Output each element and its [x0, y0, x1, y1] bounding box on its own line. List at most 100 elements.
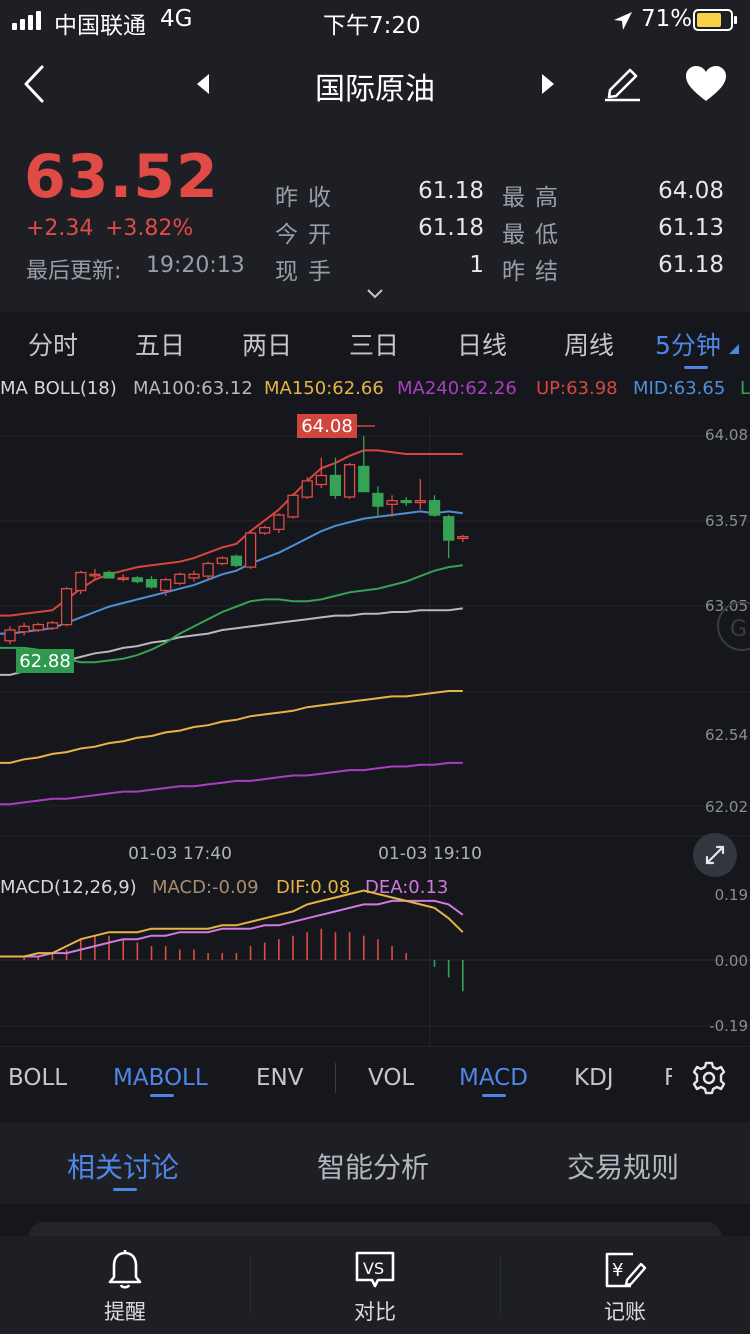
candle-body: [230, 555, 243, 566]
grid: [0, 414, 750, 1046]
stat-label: 昨收: [275, 185, 341, 211]
price-change-pct: +3.82%: [105, 216, 194, 241]
dropdown-triangle-icon: [729, 344, 739, 354]
settings-gear-icon[interactable]: [692, 1061, 726, 1095]
settings-area: [672, 1047, 750, 1109]
boll-mid-line: [0, 510, 463, 635]
candle-body: [443, 516, 455, 541]
indicator-boll[interactable]: BOLL: [8, 1065, 68, 1091]
candle-body: [343, 464, 356, 498]
bookkeeping-button[interactable]: ¥ 记账: [500, 1236, 750, 1334]
candle-body: [244, 532, 257, 568]
gold-toggle-icon[interactable]: G: [717, 601, 750, 651]
candle-body: [188, 573, 200, 579]
tab-trading-rules[interactable]: 交易规则: [567, 1151, 680, 1184]
macd-dif-line: [0, 889, 464, 958]
candle-body: [386, 500, 398, 505]
candle-body: [372, 492, 384, 507]
candle-body: [428, 500, 441, 516]
indicator-maboll[interactable]: MABOLL: [113, 1065, 208, 1091]
price-tick: 64.08: [705, 426, 748, 444]
stat-label: 最高: [502, 185, 568, 211]
tab-weekly[interactable]: 周线: [564, 331, 615, 360]
min-price-badge: [16, 649, 74, 673]
max-price-label: 64.08: [301, 416, 353, 437]
stat-label: 最低: [502, 222, 568, 248]
bell-icon: [108, 1250, 142, 1289]
fullscreen-button[interactable]: [693, 833, 737, 877]
min-price-label: 62.88: [19, 651, 71, 672]
ma240-line: [0, 761, 463, 806]
candle-body: [131, 577, 144, 583]
page-title: 国际原油: [315, 72, 435, 107]
candle-body: [259, 526, 271, 534]
macd-active-indicator: [482, 1094, 506, 1097]
stat-label: 现手: [275, 259, 341, 285]
candle-body: [18, 625, 30, 633]
legend-boll-up: UP:63.98: [536, 378, 618, 399]
active-tab-indicator: [684, 366, 708, 369]
alert-button[interactable]: 提醒: [0, 1236, 250, 1334]
divider: [335, 1063, 336, 1093]
indicator-vol[interactable]: VOL: [368, 1065, 415, 1091]
candle-body: [4, 629, 16, 642]
stat-value: 61.13: [658, 215, 724, 241]
back-icon[interactable]: [22, 64, 46, 104]
ma150-line: [0, 690, 463, 764]
kline-chart[interactable]: MA BOLL(18) MA100:63.12 MA150:62.66 MA24…: [0, 374, 750, 1046]
stat-value: 64.08: [658, 178, 724, 204]
tab-smart-analysis[interactable]: 智能分析: [317, 1151, 430, 1184]
section-tab-indicator: [113, 1188, 137, 1191]
max-price-badge: [297, 414, 357, 438]
macd-dea-line: [0, 899, 464, 958]
stat-value: 1: [469, 252, 484, 278]
stat-label: 昨结: [502, 259, 568, 285]
indicator-macd[interactable]: MACD: [459, 1065, 528, 1091]
tab-2day[interactable]: 两日: [242, 331, 293, 360]
alert-label: 提醒: [104, 1300, 146, 1324]
favorite-heart-icon[interactable]: [685, 66, 727, 102]
tab-daily[interactable]: 日线: [457, 331, 508, 360]
divider: [250, 1258, 251, 1314]
network-type: 4G: [160, 6, 193, 32]
tab-discussion[interactable]: 相关讨论: [67, 1151, 180, 1184]
tab-intraday[interactable]: 分时: [28, 331, 79, 360]
candle-body: [145, 579, 158, 588]
candle-body: [32, 623, 44, 631]
compare-button[interactable]: VS 对比: [250, 1236, 500, 1334]
battery-percent: 71%: [641, 6, 693, 32]
candle-body: [117, 577, 129, 581]
indicator-env[interactable]: ENV: [256, 1065, 304, 1091]
ledger-pen-icon: ¥: [605, 1252, 647, 1288]
vs-compare-icon: VS: [355, 1251, 395, 1288]
last-price: 63.52: [24, 142, 219, 212]
legend-ma150: MA150:62.66: [264, 378, 384, 399]
candle-body: [329, 474, 342, 496]
macd-tick: -0.19: [709, 1017, 748, 1035]
boll-upper-line: [0, 449, 463, 617]
candle-body: [216, 557, 228, 565]
battery-icon: [693, 9, 737, 31]
macd-tick: 0.19: [715, 886, 748, 904]
legend-boll-low: L: [740, 378, 750, 399]
candle-body: [287, 494, 299, 518]
bottom-toolbar: 提醒 VS 对比 ¥ 记账: [0, 1236, 750, 1334]
edit-icon[interactable]: [602, 64, 642, 102]
candles: [4, 436, 469, 645]
tab-5min[interactable]: 5分钟: [655, 331, 721, 360]
carrier: 中国联通: [54, 13, 146, 39]
expand-chevron-icon[interactable]: [366, 288, 384, 300]
price-change: +2.34: [26, 216, 94, 241]
stat-value: 61.18: [418, 178, 484, 204]
tab-3day[interactable]: 三日: [349, 331, 400, 360]
candle-body: [46, 622, 59, 629]
status-bar: 中国联通 4G 下午7:20 71%: [0, 0, 750, 40]
tab-5day[interactable]: 五日: [135, 331, 186, 360]
candle-body: [315, 474, 327, 486]
next-symbol-icon[interactable]: [541, 74, 555, 94]
time-tick: 01-03 17:40: [128, 844, 232, 864]
prev-symbol-icon[interactable]: [196, 74, 210, 94]
quote-panel: 63.52 +2.34 +3.82% 最后更新: 19:20:13 昨收 61.…: [0, 128, 750, 312]
indicator-kdj[interactable]: KDJ: [574, 1065, 614, 1091]
